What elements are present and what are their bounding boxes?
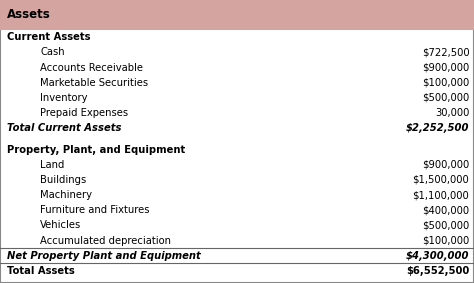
Text: $6,552,500: $6,552,500 — [406, 266, 469, 276]
Text: Machinery: Machinery — [40, 190, 92, 200]
Text: $2,252,500: $2,252,500 — [406, 123, 469, 133]
Text: $400,000: $400,000 — [422, 205, 469, 215]
Text: Furniture and Fixtures: Furniture and Fixtures — [40, 205, 150, 215]
Text: Marketable Securities: Marketable Securities — [40, 78, 148, 88]
Text: Vehicles: Vehicles — [40, 220, 82, 230]
Text: Total Assets: Total Assets — [7, 266, 75, 276]
Text: Assets: Assets — [7, 8, 51, 21]
Text: $722,500: $722,500 — [422, 48, 469, 57]
Text: Total Current Assets: Total Current Assets — [7, 123, 122, 133]
Text: $1,100,000: $1,100,000 — [412, 190, 469, 200]
Text: Net Property Plant and Equipment: Net Property Plant and Equipment — [7, 251, 201, 261]
Text: Cash: Cash — [40, 48, 65, 57]
Text: Accumulated depreciation: Accumulated depreciation — [40, 235, 171, 246]
Text: $500,000: $500,000 — [422, 93, 469, 103]
Text: $500,000: $500,000 — [422, 220, 469, 230]
Text: Inventory: Inventory — [40, 93, 88, 103]
Bar — [0, 0, 474, 30]
Text: $900,000: $900,000 — [422, 160, 469, 170]
Text: $1,500,000: $1,500,000 — [412, 175, 469, 185]
Text: Buildings: Buildings — [40, 175, 87, 185]
Text: $100,000: $100,000 — [422, 78, 469, 88]
Text: Current Assets: Current Assets — [7, 32, 91, 42]
Text: Property, Plant, and Equipment: Property, Plant, and Equipment — [7, 145, 185, 155]
Text: $100,000: $100,000 — [422, 235, 469, 246]
Text: $900,000: $900,000 — [422, 63, 469, 73]
Text: Prepaid Expenses: Prepaid Expenses — [40, 108, 128, 118]
Text: Land: Land — [40, 160, 64, 170]
Text: $4,300,000: $4,300,000 — [406, 251, 469, 261]
Text: Accounts Receivable: Accounts Receivable — [40, 63, 143, 73]
Text: 30,000: 30,000 — [435, 108, 469, 118]
